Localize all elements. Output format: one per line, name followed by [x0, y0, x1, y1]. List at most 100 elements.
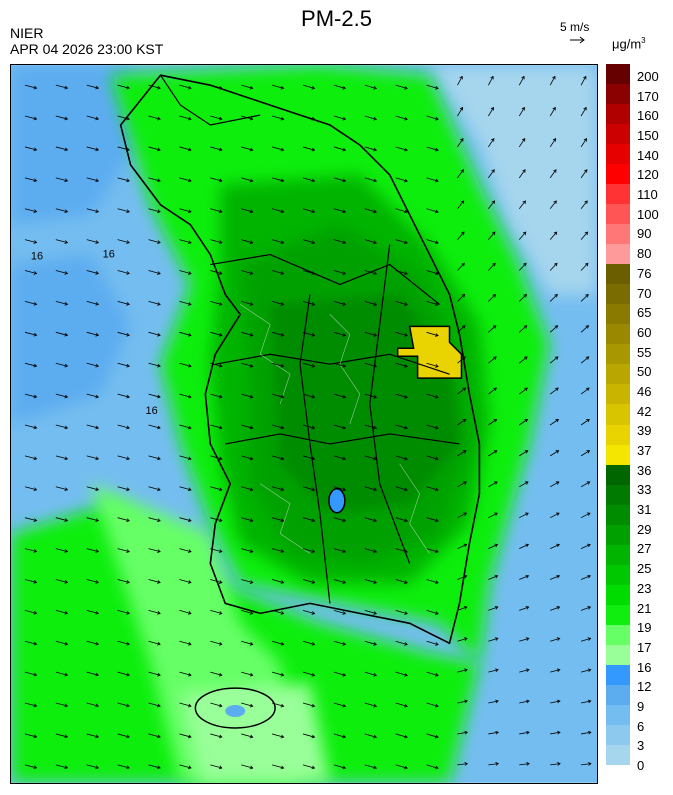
- wind-arrow-head: [404, 394, 408, 399]
- wind-arrow: [86, 84, 99, 89]
- wind-arrow: [549, 138, 556, 148]
- wind-arrow-head: [249, 672, 254, 677]
- wind-arrow: [549, 512, 560, 519]
- wind-arrow-head: [311, 611, 316, 615]
- wind-arrow-head: [492, 262, 496, 267]
- wind-arrow: [457, 294, 465, 302]
- wind-arrow: [395, 702, 408, 707]
- wind-arrow-head: [493, 450, 498, 454]
- wind-arrow: [272, 517, 284, 522]
- wind-arrow: [241, 331, 253, 336]
- wind-arrow: [210, 239, 222, 244]
- legend-swatch: [606, 684, 630, 706]
- wind-arrow: [210, 331, 222, 336]
- wind-arrow: [333, 301, 346, 306]
- legend-tick-label: 23: [637, 580, 652, 596]
- wind-arrow: [518, 76, 525, 86]
- wind-arrow: [179, 640, 192, 645]
- wind-arrow-head: [33, 178, 38, 183]
- wind-arrow: [426, 393, 439, 398]
- wind-arrow-head: [525, 512, 529, 516]
- wind-arrow: [241, 84, 253, 89]
- wind-arrow: [364, 424, 377, 429]
- wind-arrow: [272, 393, 284, 398]
- wind-arrow: [333, 671, 346, 676]
- wind-scale-arrow-icon: [570, 36, 585, 44]
- wind-arrow: [241, 146, 253, 151]
- wind-arrow: [426, 424, 439, 429]
- wind-arrow-head: [463, 512, 468, 516]
- wind-arrow: [364, 301, 377, 306]
- wind-arrow-head: [342, 147, 347, 152]
- wind-arrow: [395, 640, 408, 645]
- legend-swatch: [606, 644, 630, 666]
- wind-arrow-head: [553, 231, 558, 236]
- wind-arrow-head: [249, 734, 254, 739]
- wind-arrow: [86, 455, 99, 460]
- legend-tick-label: 27: [637, 541, 652, 557]
- wind-arrow-head: [556, 668, 561, 673]
- wind-arrow: [148, 115, 161, 120]
- wind-arrow-head: [249, 271, 254, 275]
- wind-arrow: [395, 115, 408, 120]
- wind-arrow: [86, 270, 99, 274]
- legend-tick-label: 50: [637, 364, 652, 380]
- wind-arrow: [148, 424, 161, 429]
- wind-arrow-head: [95, 178, 100, 183]
- wind-arrow: [580, 76, 587, 86]
- wind-arrow: [426, 331, 439, 337]
- wind-arrow-head: [342, 271, 347, 275]
- wind-arrow-head: [435, 116, 439, 121]
- wind-arrow-head: [342, 734, 347, 739]
- wind-arrow: [148, 177, 161, 182]
- wind-arrow-head: [157, 178, 161, 183]
- wind-arrow-head: [33, 641, 38, 646]
- legend-tick-label: 21: [637, 600, 652, 616]
- wind-arrow-head: [218, 580, 223, 584]
- wind-arrow-head: [587, 699, 592, 704]
- wind-arrow-head: [494, 574, 499, 579]
- wind-arrow-head: [187, 518, 192, 523]
- wind-arrow: [519, 387, 528, 395]
- wind-arrow-head: [126, 271, 130, 275]
- wind-arrow: [580, 107, 587, 117]
- wind-arrow: [364, 270, 377, 275]
- wind-arrow: [364, 362, 377, 367]
- wind-arrow: [519, 325, 527, 333]
- wind-arrow: [580, 731, 591, 735]
- wind-arrow-head: [33, 332, 38, 337]
- wind-arrow-head: [342, 302, 347, 306]
- wind-arrow-head: [33, 487, 38, 491]
- wind-arrow: [519, 512, 529, 519]
- wind-arrow-head: [342, 456, 347, 461]
- wind-arrow: [302, 115, 315, 120]
- wind-arrow-head: [586, 450, 591, 454]
- wind-arrow-head: [218, 734, 223, 739]
- wind-arrow-head: [373, 456, 378, 461]
- legend-swatch: [606, 124, 630, 145]
- wind-arrow: [24, 393, 37, 398]
- wind-arrow-head: [33, 147, 38, 152]
- wind-arrow: [55, 609, 68, 614]
- wind-arrow-head: [187, 487, 192, 492]
- wind-arrow: [302, 486, 315, 491]
- legend-tick-label: 100: [637, 206, 659, 222]
- wind-arrow: [457, 700, 468, 704]
- wind-arrow: [241, 270, 253, 275]
- wind-arrow-head: [95, 394, 100, 399]
- wind-arrow-head: [95, 425, 100, 430]
- wind-arrow: [426, 84, 439, 89]
- wind-arrow: [272, 486, 284, 491]
- wind-arrow: [580, 231, 588, 240]
- wind-arrow: [272, 424, 284, 429]
- wind-arrow: [117, 146, 130, 151]
- wind-arrow: [364, 84, 377, 89]
- wind-arrow-head: [494, 543, 499, 548]
- wind-arrow-head: [404, 703, 408, 708]
- wind-arrow-head: [556, 512, 560, 516]
- wind-arrow: [272, 84, 284, 89]
- wind-arrow-head: [557, 762, 561, 766]
- wind-arrow: [55, 764, 68, 769]
- wind-arrow: [241, 486, 253, 491]
- wind-arrow-head: [555, 418, 560, 423]
